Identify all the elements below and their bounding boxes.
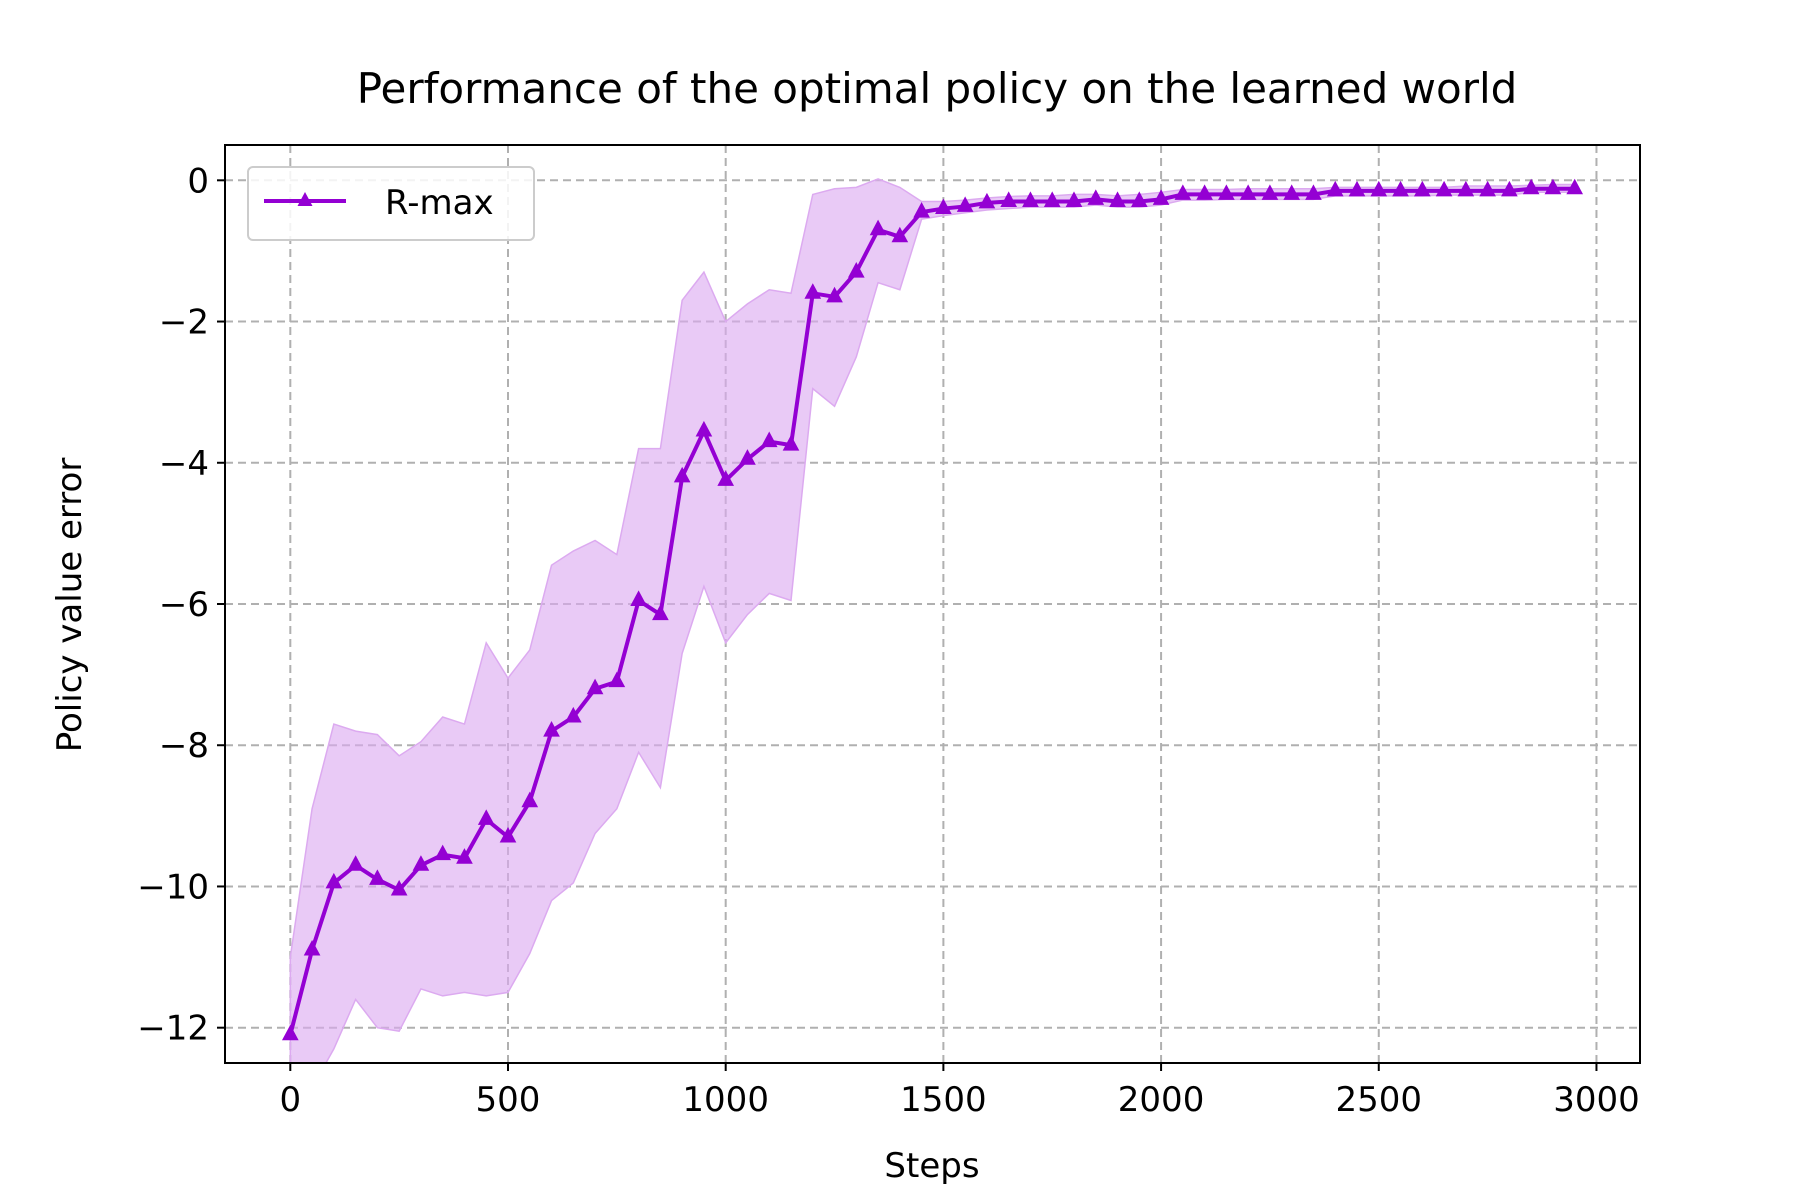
data-point-marker [630, 590, 647, 606]
data-point-marker [1326, 180, 1344, 197]
y-tick-label: −4 [159, 444, 209, 484]
data-point-marker [1000, 191, 1018, 207]
data-point-marker [1413, 180, 1431, 197]
data-point-marker [325, 872, 343, 889]
data-point-marker [281, 1024, 299, 1041]
data-point-marker [1348, 180, 1366, 197]
y-tick-label: −6 [159, 585, 209, 625]
data-point-marker [891, 226, 909, 243]
data-point-marker [347, 855, 364, 871]
y-tick-label: −12 [137, 1009, 209, 1049]
data-point-marker [782, 435, 800, 451]
y-tick-label: −10 [137, 867, 209, 907]
data-point-marker [412, 855, 430, 871]
data-point-marker [1218, 184, 1235, 200]
x-axis-label: Steps [884, 1146, 979, 1186]
data-point-marker [1305, 184, 1322, 200]
y-tick-label: −2 [159, 303, 209, 343]
data-point-marker [1522, 178, 1540, 195]
data-point-marker [1022, 191, 1039, 207]
data-point-marker [1152, 189, 1170, 205]
data-point-marker [673, 466, 691, 483]
x-tick-label: 2500 [1336, 1080, 1423, 1120]
data-point-marker [1479, 180, 1496, 197]
data-point-marker [935, 198, 952, 215]
data-point-marker [390, 879, 408, 896]
data-point-marker [1283, 184, 1301, 200]
data-point-marker [1435, 180, 1453, 197]
data-point-marker [586, 678, 604, 695]
chart-title: Performance of the optimal policy on the… [357, 64, 1518, 113]
data-point-marker [1087, 189, 1105, 205]
data-point-marker [608, 671, 626, 688]
data-point-marker [760, 431, 778, 448]
data-point-marker [978, 192, 996, 209]
y-axis-label: Policy value error [50, 458, 90, 753]
data-point-marker [1261, 184, 1279, 200]
y-tick-label: −8 [159, 726, 209, 766]
data-point-marker [369, 869, 386, 885]
data-point-marker [303, 939, 321, 956]
data-point-marker [869, 219, 887, 236]
data-point-marker [804, 283, 822, 299]
x-tick-label: 1500 [900, 1080, 987, 1120]
x-axis-ticks: 0 500 1000 1500 2000 2500 3000 [279, 1063, 1640, 1120]
data-point-marker [695, 420, 713, 437]
data-point-marker [1109, 191, 1126, 207]
data-point-marker [652, 604, 669, 621]
x-tick-label: 2000 [1118, 1080, 1205, 1120]
data-point-marker [1544, 178, 1562, 195]
data-point-marker [477, 809, 495, 825]
data-point-marker [1196, 184, 1213, 200]
legend-label-r-max: R-max [385, 183, 494, 223]
data-point-marker [1457, 180, 1475, 197]
data-point-marker [1174, 184, 1192, 200]
data-point-marker [1239, 184, 1257, 200]
legend-box [247, 166, 535, 241]
y-tick-label: 0 [187, 161, 209, 201]
data-point-marker [1370, 180, 1388, 197]
data-point-marker [847, 262, 865, 278]
x-tick-label: 500 [476, 1080, 541, 1120]
data-point-marker [1130, 191, 1148, 207]
data-point-marker [1566, 178, 1584, 195]
data-point-marker [1043, 191, 1061, 207]
x-tick-label: 1000 [682, 1080, 769, 1120]
data-point-marker [1065, 191, 1083, 207]
series-group [281, 178, 1584, 1041]
data-point-marker [826, 286, 843, 303]
data-point-marker [543, 721, 560, 737]
data-point-marker [434, 844, 452, 861]
data-point-marker [739, 449, 756, 465]
data-point-marker [521, 791, 539, 808]
data-point-marker [913, 202, 930, 218]
y-axis-ticks: 0 −2 −4 −6 −8 −10 −12 [137, 161, 225, 1049]
data-point-marker [499, 826, 517, 843]
data-point-marker [564, 706, 582, 723]
data-point-marker [1392, 180, 1409, 197]
data-point-marker [956, 196, 974, 212]
data-point-marker [717, 470, 735, 486]
legend-marker-r-max [297, 192, 313, 206]
legend: R-max [247, 166, 535, 241]
data-point-marker [1501, 180, 1518, 197]
x-tick-label: 3000 [1553, 1080, 1640, 1120]
data-point-marker [456, 848, 473, 864]
x-tick-label: 0 [279, 1080, 301, 1120]
